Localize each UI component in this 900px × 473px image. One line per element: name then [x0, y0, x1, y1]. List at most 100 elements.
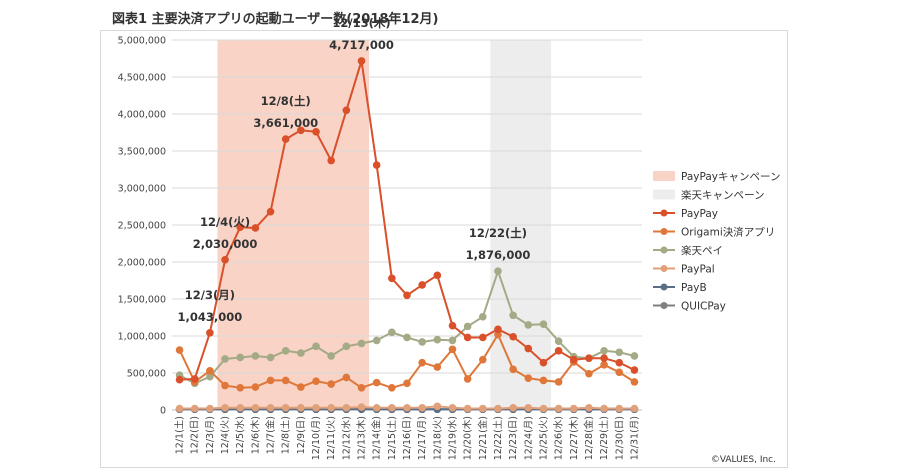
data-point-2	[388, 328, 396, 337]
data-point-3	[372, 403, 381, 412]
x-tick-label: 12/8(土)	[280, 416, 292, 454]
x-tick-label: 12/26(水)	[553, 416, 565, 460]
annotation-value: 1,876,000	[466, 248, 531, 262]
data-point-3	[403, 403, 411, 412]
data-point-0	[615, 358, 624, 367]
data-point-3	[509, 403, 517, 412]
data-point-1	[554, 378, 563, 386]
data-point-1	[281, 376, 290, 385]
x-tick-label: 12/5(水)	[234, 416, 246, 454]
data-point-2	[221, 355, 229, 363]
data-point-3	[494, 404, 502, 413]
data-point-1	[403, 379, 411, 388]
data-point-2	[418, 338, 426, 346]
data-point-3	[479, 404, 487, 413]
data-point-1	[342, 373, 351, 382]
annotation-date: 12/4(火)	[200, 215, 250, 229]
data-point-0	[585, 354, 593, 363]
annotation-value: 2,030,000	[193, 237, 258, 251]
x-tick-label: 12/13(木)	[356, 416, 368, 460]
data-point-2	[327, 352, 335, 360]
data-point-0	[479, 333, 487, 342]
data-point-2	[630, 352, 639, 360]
legend-marker-1	[660, 228, 668, 235]
data-point-0	[418, 281, 426, 289]
x-tick-label: 12/20(木)	[462, 416, 474, 460]
x-tick-label: 12/12(水)	[340, 416, 352, 460]
y-tick-label: 500,000	[127, 369, 166, 380]
data-point-0	[206, 329, 214, 337]
data-point-3	[251, 403, 260, 412]
data-point-3	[418, 403, 426, 412]
x-tick-label: 12/11(火)	[326, 416, 337, 460]
data-point-3	[554, 404, 563, 413]
data-point-1	[357, 384, 366, 392]
data-point-1	[615, 368, 624, 377]
data-point-2	[357, 339, 366, 348]
data-point-0	[539, 358, 548, 367]
annotation-value: 3,661,000	[253, 116, 318, 130]
legend-marker-2	[660, 246, 668, 254]
data-point-3	[297, 403, 305, 412]
data-point-3	[190, 404, 199, 413]
data-point-1	[236, 384, 245, 392]
annotation-value: 4,717,000	[329, 38, 394, 52]
x-tick-label: 12/10(月)	[311, 416, 322, 460]
x-tick-label: 12/17(月)	[417, 416, 428, 460]
x-tick-label: 12/22(土)	[492, 416, 504, 460]
data-point-0	[569, 355, 578, 364]
legend-marker-3	[660, 265, 668, 272]
data-point-0	[190, 375, 199, 383]
x-tick-label: 12/14(金)	[371, 416, 383, 460]
data-point-1	[539, 376, 548, 385]
data-point-3	[463, 404, 472, 413]
x-tick-label: 12/29(土)	[598, 416, 610, 460]
data-point-1	[509, 365, 517, 374]
data-point-0	[342, 106, 351, 115]
data-point-2	[312, 342, 320, 351]
data-point-3	[281, 403, 290, 412]
data-point-2	[281, 347, 290, 355]
data-point-1	[479, 355, 487, 364]
x-tick-label: 12/31(月)	[629, 416, 640, 460]
data-point-0	[312, 127, 320, 136]
data-point-1	[433, 363, 442, 371]
data-point-2	[251, 352, 260, 360]
data-point-2	[600, 347, 608, 355]
data-point-1	[206, 366, 214, 375]
data-point-0	[327, 156, 335, 165]
data-point-2	[539, 320, 548, 328]
data-point-0	[175, 375, 184, 384]
data-point-3	[221, 403, 229, 412]
legend-label: 楽天ペイ	[681, 244, 723, 257]
legend-label: PayPay	[681, 208, 718, 220]
y-tick-label: 0	[160, 406, 166, 417]
data-point-1	[327, 380, 335, 388]
x-tick-label: 12/19(水)	[446, 416, 458, 460]
x-tick-label: 12/4(火)	[220, 416, 231, 454]
annotation-value: 1,043,000	[178, 310, 243, 324]
x-tick-label: 12/25(火)	[538, 416, 549, 460]
data-point-2	[554, 337, 563, 345]
y-tick-label: 2,000,000	[118, 258, 166, 269]
chart-frame	[100, 30, 788, 468]
data-point-1	[251, 383, 260, 391]
data-point-1	[221, 381, 229, 390]
data-point-1	[524, 374, 533, 382]
y-tick-label: 1,500,000	[118, 295, 166, 306]
x-tick-label: 12/21(金)	[477, 416, 489, 460]
x-tick-label: 12/27(木)	[568, 416, 580, 460]
data-point-1	[372, 378, 381, 387]
data-point-3	[524, 403, 533, 412]
x-tick-label: 12/2(日)	[190, 416, 201, 454]
data-point-0	[600, 354, 608, 363]
legend-marker-5	[660, 302, 668, 309]
x-tick-label: 12/24(月)	[523, 416, 534, 460]
data-point-2	[448, 336, 457, 345]
annotation-date: 12/8(土)	[261, 94, 311, 108]
x-tick-label: 12/15(土)	[386, 416, 398, 460]
legend-marker-0	[660, 209, 668, 217]
data-point-0	[494, 325, 502, 334]
data-point-3	[357, 403, 366, 411]
data-point-1	[388, 384, 396, 392]
